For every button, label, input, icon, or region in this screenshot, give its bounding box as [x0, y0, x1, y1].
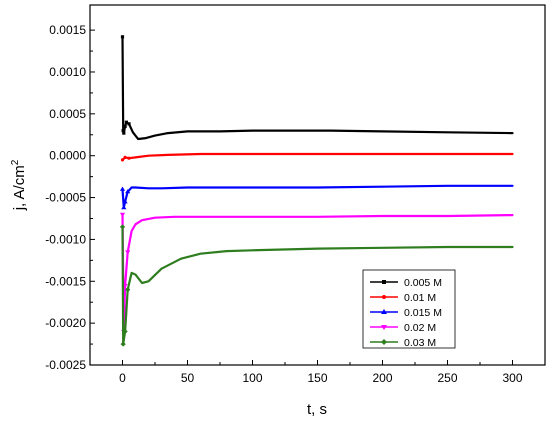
- y-tick-label: -0.0010: [45, 232, 86, 246]
- x-tick-label: 200: [372, 371, 392, 385]
- y-tick-label: -0.0015: [45, 274, 86, 288]
- y-tick-label: -0.0005: [45, 191, 86, 205]
- data-point: [119, 224, 126, 230]
- legend-marker: [382, 280, 386, 284]
- series-line: [121, 152, 514, 161]
- data-point: [121, 128, 125, 133]
- data-point: [120, 341, 126, 347]
- series-line: [121, 225, 514, 346]
- x-tick-label: 250: [437, 371, 457, 385]
- legend: 0.005 M 0.01 M 0.015 M 0.02 M 0.03 M: [362, 269, 456, 349]
- legend-item: 0.015 M: [370, 307, 442, 319]
- series-0-005-m: [120, 35, 514, 141]
- legend-label: 0.015 M: [404, 307, 442, 319]
- data-point: [127, 156, 131, 160]
- legend-item: 0.005 M: [370, 277, 442, 289]
- legend-label: 0.03 M: [404, 337, 436, 349]
- data-point: [120, 158, 125, 162]
- y-tick-label: 0.0015: [49, 23, 86, 37]
- legend-item: 0.01 M: [370, 292, 436, 304]
- series-0-03-m: [119, 224, 514, 347]
- x-tick-label: 300: [502, 371, 522, 385]
- data-point: [119, 212, 126, 217]
- data-point: [125, 250, 131, 255]
- legend-marker: [381, 325, 387, 330]
- legend-label: 0.02 M: [404, 322, 436, 334]
- data-point: [123, 155, 127, 159]
- x-axis-title: t, s: [307, 401, 327, 418]
- series-line: [121, 35, 514, 141]
- y-tick-label: 0.0000: [49, 149, 86, 163]
- y-tick-label: 0.0010: [49, 65, 86, 79]
- legend-marker: [381, 339, 387, 345]
- data-point: [119, 186, 126, 191]
- data-point: [127, 122, 131, 126]
- data-point: [122, 199, 128, 204]
- legend-item: 0.03 M: [370, 337, 436, 349]
- y-axis-title-text: j, A/cm: [11, 165, 28, 211]
- legend-label: 0.01 M: [404, 292, 436, 304]
- legend-marker: [381, 309, 387, 314]
- series-line: [121, 213, 514, 333]
- y-axis-title-superscript: 2: [10, 159, 21, 165]
- data-point: [125, 189, 131, 194]
- legend-item: 0.02 M: [370, 322, 436, 334]
- data-point: [120, 35, 125, 39]
- data-point: [123, 124, 127, 128]
- y-tick-label: -0.0025: [45, 358, 86, 372]
- data-point: [121, 205, 127, 210]
- x-axis: 0 50 100 150 200 250 300: [119, 360, 523, 385]
- y-tick-label: -0.0020: [45, 316, 86, 330]
- legend-marker: [382, 295, 386, 299]
- series-line: [121, 184, 514, 209]
- legend-box: [362, 269, 456, 349]
- series-layer: [119, 35, 514, 347]
- data-point: [125, 287, 131, 293]
- y-axis-title: j, A/cm2: [10, 159, 28, 211]
- y-tick-label: 0.0005: [49, 107, 86, 121]
- data-point: [122, 131, 126, 135]
- data-point: [124, 120, 128, 124]
- x-tick-label: 150: [307, 371, 327, 385]
- data-point: [122, 328, 128, 335]
- series-0-01-m: [120, 152, 514, 162]
- x-tick-label: 50: [181, 371, 195, 385]
- x-tick-label: 0: [119, 371, 126, 385]
- x-tick-label: 100: [242, 371, 262, 385]
- y-axis: -0.0025 -0.0020 -0.0015 -0.0010 -0.0005 0.000…: [45, 23, 95, 372]
- series-0-015-m: [119, 184, 514, 210]
- legend-label: 0.005 M: [404, 277, 442, 289]
